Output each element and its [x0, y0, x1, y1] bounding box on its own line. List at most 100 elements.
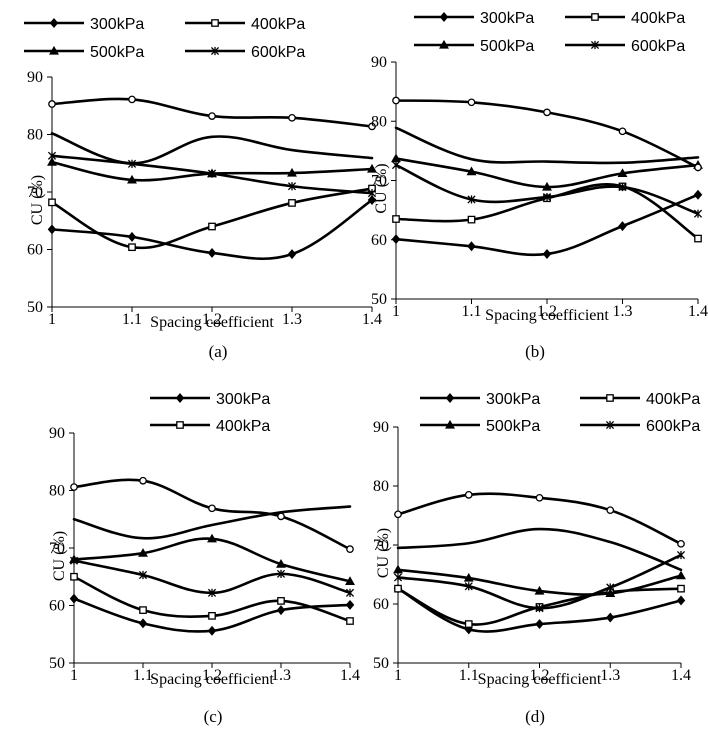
legend-marker [605, 420, 615, 430]
data-point [618, 127, 627, 136]
legend-marker [210, 46, 220, 56]
data-point [138, 570, 148, 580]
data-point [69, 556, 79, 565]
legend-item: 400kPa [185, 16, 305, 33]
legend-label: 500kPa [90, 44, 144, 61]
x-tick-label: 1.1 [133, 667, 153, 684]
series-5 [48, 95, 376, 131]
data-point [617, 168, 628, 177]
data-point [276, 558, 286, 568]
y-axis-label: CU (%) [29, 175, 46, 225]
y-axis-label: CU (%) [375, 528, 392, 578]
data-point [207, 533, 217, 543]
data-point [464, 582, 473, 591]
legend-item: 600kPa [565, 38, 685, 55]
y-tick-label: 80 [371, 113, 387, 130]
legend-label: 600kPa [646, 418, 700, 435]
legend-item: 300kPa [414, 10, 534, 27]
data-point [677, 539, 685, 548]
data-point [277, 512, 285, 521]
data-point [606, 506, 615, 515]
series-6 [72, 505, 352, 540]
legend-item: 400kPa [150, 418, 270, 435]
data-point [392, 215, 400, 223]
series-1 [47, 195, 377, 261]
series-5 [392, 96, 702, 172]
legend-marker [606, 394, 614, 402]
series-line [72, 559, 352, 595]
chart-panel-3: 50 60 70 80 90 1 1.1 1.2 1.3 1.4 Spacing coefficie… [49, 391, 360, 726]
x-tick-label: 1.4 [340, 667, 360, 684]
legend-marker [439, 12, 449, 22]
legend-item: 500kPa [414, 38, 534, 55]
legend-item: 500kPa [24, 44, 144, 61]
data-point [138, 548, 148, 557]
data-point [47, 224, 57, 235]
legend-marker [175, 393, 185, 403]
data-point [208, 112, 216, 120]
data-point [139, 606, 147, 614]
data-point [128, 243, 136, 252]
data-point [543, 108, 551, 117]
y-tick-label: 80 [27, 127, 43, 144]
data-point [207, 247, 217, 258]
legend-item: 400kPa [565, 10, 685, 27]
x-tick-label: 1.1 [122, 311, 142, 328]
data-point [208, 504, 216, 513]
x-tick-label: 1.3 [600, 667, 620, 684]
data-point [207, 625, 217, 636]
legend-marker [590, 40, 600, 50]
legend: 300kPa 400kPa [150, 391, 270, 435]
legend: 300kPa 400kPa 500kPa 600kPa [420, 391, 700, 435]
series-line [394, 126, 700, 165]
y-tick-label: 90 [371, 54, 387, 71]
x-tick-label: 1.2 [202, 667, 222, 684]
y-tick-label: 50 [371, 291, 387, 308]
data-point [346, 617, 354, 625]
data-point [367, 163, 377, 173]
y-tick-label: 80 [49, 483, 65, 500]
data-point [463, 572, 474, 582]
data-point [467, 241, 476, 252]
chart-panel-1: 50 60 70 80 90 1 1.1 1.2 1.3 1.4 Spacing coefficie… [24, 16, 382, 361]
y-tick-label: 60 [49, 598, 65, 615]
y-tick-label: 90 [373, 419, 389, 436]
data-point [606, 583, 615, 592]
data-point [618, 221, 627, 232]
data-point [69, 593, 79, 604]
data-point [346, 545, 354, 554]
data-point [693, 189, 703, 200]
legend-label: 500kPa [480, 38, 534, 55]
x-tick-label: 1.2 [202, 311, 222, 328]
data-point [464, 620, 473, 628]
legend-label: 300kPa [486, 391, 540, 408]
series-2 [48, 184, 376, 252]
data-point [48, 100, 56, 108]
x-tick-label: 1.2 [530, 667, 550, 684]
data-point [287, 249, 297, 260]
x-tick-label: 1 [70, 667, 78, 684]
data-point [367, 195, 377, 206]
y-tick-label: 90 [27, 69, 43, 86]
legend-item: 500kPa [420, 418, 540, 435]
legend-label: 600kPa [631, 38, 685, 55]
legend-item: 300kPa [24, 16, 144, 33]
series-1 [391, 189, 703, 259]
series-2 [70, 572, 354, 625]
data-point [605, 588, 616, 597]
legend-item: 300kPa [150, 391, 270, 408]
y-axis-label: CU (%) [51, 531, 68, 581]
legend-label: 400kPa [646, 391, 700, 408]
data-point [693, 209, 703, 218]
series-line [394, 183, 700, 240]
data-point [393, 564, 403, 574]
y-tick-label: 70 [371, 173, 387, 190]
data-point [139, 476, 147, 485]
legend-marker [211, 19, 219, 27]
data-point [288, 199, 296, 207]
data-point [467, 195, 476, 204]
panel-label: (d) [525, 707, 545, 726]
series-6 [50, 132, 374, 165]
x-tick-label: 1.3 [282, 311, 302, 328]
x-tick-label: 1.1 [462, 303, 482, 320]
